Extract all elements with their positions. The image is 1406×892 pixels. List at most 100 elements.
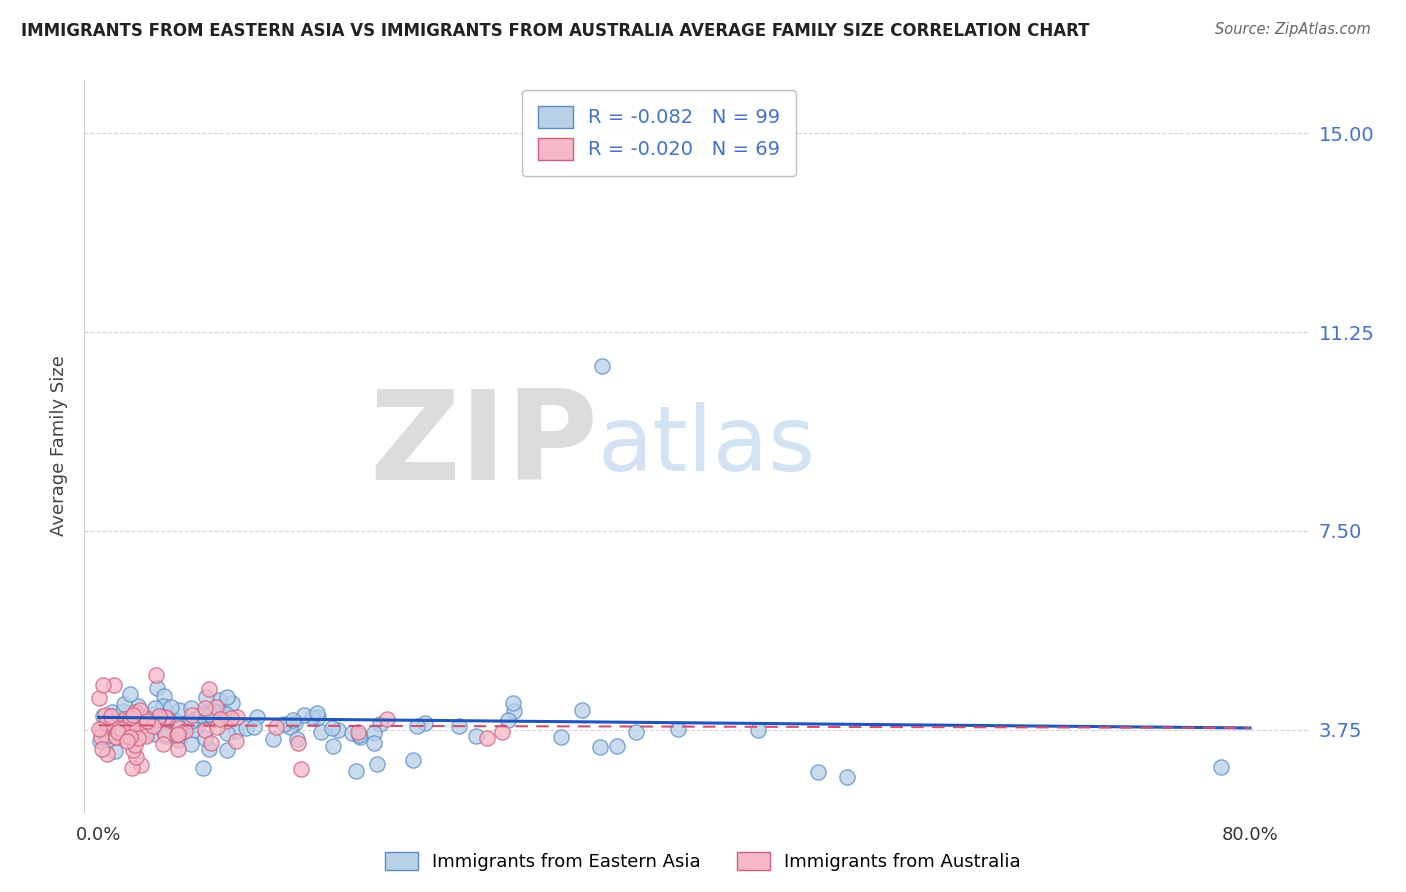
Point bbox=[205, 700, 228, 714]
Point bbox=[183, 723, 205, 737]
Point bbox=[207, 705, 229, 719]
Point bbox=[160, 700, 183, 714]
Point bbox=[194, 731, 217, 745]
Point bbox=[366, 756, 388, 771]
Point bbox=[96, 747, 118, 761]
Point bbox=[97, 733, 120, 747]
Point bbox=[225, 723, 247, 738]
Point bbox=[200, 736, 222, 750]
Point bbox=[197, 711, 219, 725]
Point bbox=[477, 731, 499, 745]
Point bbox=[121, 761, 143, 775]
Point bbox=[121, 721, 143, 735]
Point bbox=[807, 764, 830, 779]
Point bbox=[340, 725, 363, 739]
Point bbox=[589, 740, 612, 755]
Point bbox=[190, 708, 212, 723]
Point bbox=[226, 710, 249, 724]
Point bbox=[215, 742, 238, 756]
Point bbox=[624, 725, 647, 739]
Point bbox=[747, 723, 769, 737]
Point bbox=[273, 716, 295, 731]
Point bbox=[122, 708, 145, 723]
Point bbox=[104, 730, 127, 744]
Point bbox=[132, 707, 155, 722]
Point bbox=[405, 719, 427, 733]
Point bbox=[502, 704, 524, 718]
Point bbox=[135, 729, 157, 743]
Point bbox=[202, 704, 225, 718]
Point bbox=[200, 713, 222, 727]
Point bbox=[129, 720, 152, 734]
Point bbox=[143, 700, 166, 714]
Point bbox=[194, 708, 217, 723]
Point bbox=[187, 718, 209, 732]
Point bbox=[167, 733, 190, 747]
Point bbox=[207, 720, 229, 734]
Point bbox=[156, 710, 179, 724]
Point bbox=[94, 708, 117, 723]
Point bbox=[111, 705, 134, 719]
Point bbox=[117, 729, 139, 743]
Point bbox=[145, 668, 167, 682]
Point bbox=[152, 723, 174, 737]
Point bbox=[496, 713, 519, 727]
Point bbox=[195, 690, 218, 704]
Point bbox=[129, 758, 152, 772]
Point bbox=[1211, 759, 1233, 773]
Text: atlas: atlas bbox=[598, 402, 817, 490]
Point bbox=[146, 681, 169, 696]
Point bbox=[112, 697, 135, 711]
Point bbox=[266, 720, 288, 734]
Point bbox=[117, 717, 139, 731]
Point bbox=[166, 714, 188, 729]
Point bbox=[307, 710, 329, 724]
Point bbox=[120, 720, 142, 734]
Point bbox=[89, 690, 111, 705]
Point bbox=[344, 764, 367, 778]
Point bbox=[219, 711, 242, 725]
Point bbox=[101, 708, 124, 723]
Point bbox=[135, 710, 157, 724]
Point bbox=[173, 724, 195, 739]
Point bbox=[281, 713, 304, 727]
Point bbox=[191, 706, 214, 720]
Point bbox=[118, 687, 141, 701]
Point bbox=[346, 725, 368, 739]
Point bbox=[120, 711, 142, 725]
Point bbox=[143, 727, 166, 741]
Point bbox=[91, 709, 114, 723]
Point bbox=[148, 708, 170, 723]
Point bbox=[108, 722, 131, 736]
Point bbox=[166, 728, 188, 742]
Point bbox=[111, 730, 134, 744]
Point bbox=[94, 729, 117, 743]
Legend: Immigrants from Eastern Asia, Immigrants from Australia: Immigrants from Eastern Asia, Immigrants… bbox=[378, 845, 1028, 879]
Point bbox=[180, 701, 202, 715]
Point bbox=[221, 696, 243, 710]
Point bbox=[284, 715, 307, 730]
Point bbox=[167, 722, 190, 736]
Point bbox=[100, 715, 122, 730]
Point bbox=[208, 712, 231, 726]
Point bbox=[91, 741, 114, 756]
Point bbox=[363, 726, 385, 740]
Point bbox=[235, 721, 257, 735]
Point bbox=[91, 678, 114, 692]
Point bbox=[208, 692, 231, 706]
Point bbox=[155, 729, 177, 743]
Point bbox=[246, 709, 269, 723]
Point bbox=[368, 717, 391, 731]
Point bbox=[194, 723, 217, 737]
Point bbox=[290, 762, 312, 776]
Point bbox=[204, 706, 226, 721]
Point bbox=[134, 727, 156, 741]
Point bbox=[550, 730, 572, 744]
Point bbox=[243, 719, 266, 733]
Point bbox=[122, 742, 145, 756]
Point bbox=[215, 690, 238, 704]
Point bbox=[89, 734, 111, 748]
Point bbox=[94, 715, 117, 730]
Point bbox=[375, 712, 398, 726]
Point bbox=[180, 708, 202, 723]
